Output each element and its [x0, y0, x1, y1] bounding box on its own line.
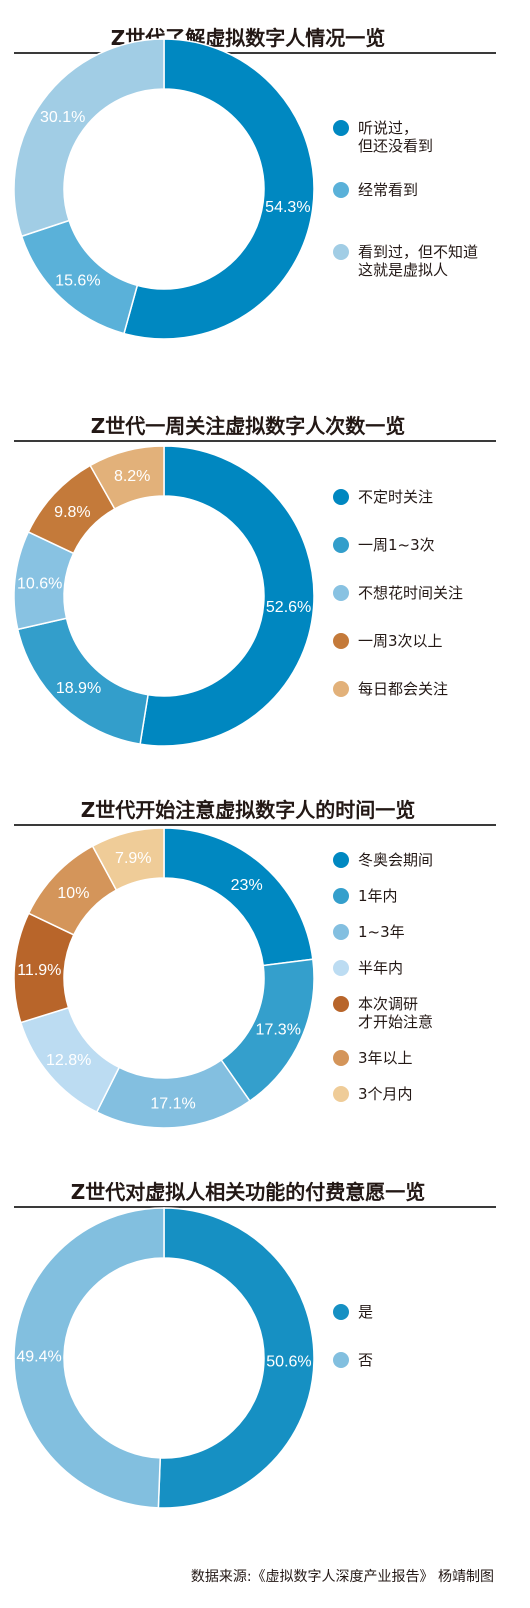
- legend-label: 经常看到: [358, 181, 419, 199]
- legend-label: 看到过，但不知道 这就是虚拟人: [358, 243, 479, 279]
- donut-slice: [139, 445, 315, 747]
- legend-label: 1~3年: [358, 923, 405, 941]
- legend-item: 本次调研 才开始注意: [333, 995, 508, 1031]
- legend-swatch: [333, 633, 349, 649]
- slice-value-label: 49.4%: [16, 1349, 61, 1366]
- legend-swatch: [333, 888, 349, 904]
- legend-swatch: [333, 1086, 349, 1102]
- legend-label: 一周1~3次: [358, 536, 435, 554]
- legend-label: 不定时关注: [358, 488, 434, 506]
- donut-chart: 50.6% 49.4%: [13, 1207, 315, 1509]
- slice-value-label: 18.9%: [56, 680, 101, 697]
- legend-label: 3个月内: [358, 1085, 413, 1103]
- donut-slice: [91, 827, 165, 892]
- legend-swatch: [333, 852, 349, 868]
- legend-swatch: [333, 1352, 349, 1368]
- donut-chart: 52.6% 18.9% 10.6% 9.8% 8.2%: [13, 445, 315, 747]
- legend-label: 否: [358, 1351, 374, 1369]
- slice-value-label: 11.9%: [17, 962, 61, 979]
- legend-label: 半年内: [358, 959, 404, 977]
- legend-item: 1年内: [333, 887, 508, 905]
- legend-item: 3个月内: [333, 1085, 508, 1103]
- slice-value-label: 17.3%: [256, 1022, 301, 1039]
- slice-value-label: 8.2%: [114, 468, 150, 485]
- legend-label: 不想花时间关注: [358, 584, 464, 602]
- slice-value-label: 54.3%: [265, 199, 310, 216]
- donut-slice: [95, 1058, 251, 1129]
- slice-value-label: 10%: [57, 885, 89, 902]
- legend-item: 听说过， 但还没看到: [333, 119, 508, 155]
- slice-value-label: 52.6%: [266, 599, 311, 616]
- legend-item: 否: [333, 1351, 508, 1369]
- legend-label: 3年以上: [358, 1049, 413, 1067]
- legend-item: 半年内: [333, 959, 508, 977]
- slice-value-label: 12.8%: [46, 1052, 91, 1069]
- legend-swatch: [333, 489, 349, 505]
- donut-slice: [13, 38, 165, 238]
- legend-item: 不想花时间关注: [333, 584, 508, 602]
- legend-label: 1年内: [358, 887, 398, 905]
- legend-label: 听说过， 但还没看到: [358, 119, 434, 155]
- title-divider: [14, 824, 496, 826]
- slice-value-label: 10.6%: [17, 575, 62, 592]
- legend-swatch: [333, 120, 349, 136]
- legend-item: 1~3年: [333, 923, 508, 941]
- legend-item: 3年以上: [333, 1049, 508, 1067]
- legend-swatch: [333, 924, 349, 940]
- donut-chart: 54.3% 15.6% 30.1%: [13, 38, 315, 340]
- title-divider: [14, 1206, 496, 1208]
- chart-title: Z世代一周关注虚拟数字人次数一览: [90, 414, 406, 438]
- legend-item: 每日都会关注: [333, 680, 508, 698]
- slice-value-label: 9.8%: [54, 504, 90, 521]
- source-credit: 数据来源:《虚拟数字人深度产业报告》 杨靖制图: [190, 1569, 494, 1585]
- legend-item: 不定时关注: [333, 488, 508, 506]
- chart-title: Z世代开始注意虚拟数字人的时间一览: [80, 798, 416, 822]
- legend-item: 一周1~3次: [333, 536, 508, 554]
- legend-swatch: [333, 1304, 349, 1320]
- legend-swatch: [333, 681, 349, 697]
- title-divider: [14, 52, 496, 54]
- donut-slice: [13, 1207, 165, 1509]
- donut-slice: [157, 1207, 315, 1509]
- legend-swatch: [333, 537, 349, 553]
- legend-item: 看到过，但不知道 这就是虚拟人: [333, 243, 508, 279]
- legend-label: 本次调研 才开始注意: [358, 995, 434, 1031]
- slice-value-label: 17.1%: [150, 1096, 195, 1113]
- legend-swatch: [333, 960, 349, 976]
- legend-swatch: [333, 182, 349, 198]
- slice-value-label: 7.9%: [115, 850, 151, 867]
- slice-value-label: 23%: [231, 877, 263, 894]
- title-divider: [14, 440, 496, 442]
- legend-label: 是: [358, 1303, 374, 1321]
- chart-title: Z世代对虚拟人相关功能的付费意愿一览: [70, 1180, 426, 1204]
- legend-swatch: [333, 1050, 349, 1066]
- legend-item: 经常看到: [333, 181, 508, 199]
- slice-value-label: 15.6%: [55, 273, 100, 290]
- slice-value-label: 50.6%: [266, 1353, 311, 1370]
- donut-slice: [89, 445, 165, 510]
- donut-slice: [163, 827, 314, 967]
- legend-label: 冬奥会期间: [358, 851, 434, 869]
- legend-label: 一周3次以上: [358, 632, 443, 650]
- legend-item: 是: [333, 1303, 508, 1321]
- legend-swatch: [333, 996, 349, 1012]
- donut-slice: [123, 38, 315, 340]
- legend-item: 冬奥会期间: [333, 851, 508, 869]
- legend-swatch: [333, 585, 349, 601]
- donut-chart: 23% 17.3% 17.1% 12.8% 11.9% 10% 7.9%: [13, 827, 315, 1129]
- slice-value-label: 30.1%: [40, 109, 85, 126]
- legend-swatch: [333, 244, 349, 260]
- legend-item: 一周3次以上: [333, 632, 508, 650]
- legend-label: 每日都会关注: [358, 680, 449, 698]
